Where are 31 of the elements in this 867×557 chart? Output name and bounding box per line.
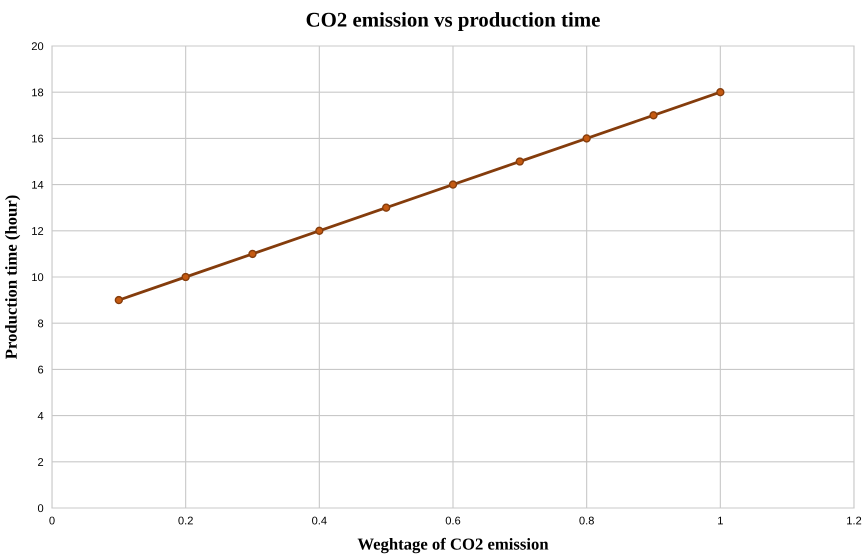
y-tick-label: 8 [38, 319, 44, 328]
point [649, 111, 658, 120]
x-tick-label: 0 [49, 516, 55, 524]
x-axis-title: Weghtage of CO2 emission [358, 538, 548, 554]
y-tick-label: 0 [38, 504, 44, 512]
point [248, 250, 257, 258]
y-tick-label: 2 [38, 458, 44, 466]
y-tick-label: 6 [38, 366, 44, 374]
y-tick-label: 16 [32, 134, 44, 143]
chart-title: CO2 emission vs production time [306, 12, 600, 31]
y-tick-label: 18 [32, 88, 44, 96]
point [315, 226, 324, 235]
point [382, 204, 390, 212]
x-tick-label: 0.2 [178, 516, 193, 524]
y-tick-label: 12 [32, 227, 44, 235]
y-tick-label: 4 [38, 412, 44, 420]
x-tick-label: 0.8 [579, 516, 594, 524]
point [114, 296, 123, 304]
x-tick-label: 1 [718, 516, 723, 524]
point [582, 134, 591, 143]
x-tick-label: 0.4 [312, 516, 327, 524]
x-tick-label: 0.6 [446, 516, 460, 524]
point [716, 88, 724, 96]
point [448, 180, 458, 189]
point [516, 157, 524, 166]
y-axis-title: Production time (hour) [5, 195, 20, 359]
y-tick-label: 10 [32, 273, 44, 282]
y-tick-label: 20 [32, 42, 44, 50]
point [182, 272, 190, 282]
x-tick-label: 1.2 [847, 516, 862, 524]
y-tick-label: 14 [32, 180, 44, 189]
